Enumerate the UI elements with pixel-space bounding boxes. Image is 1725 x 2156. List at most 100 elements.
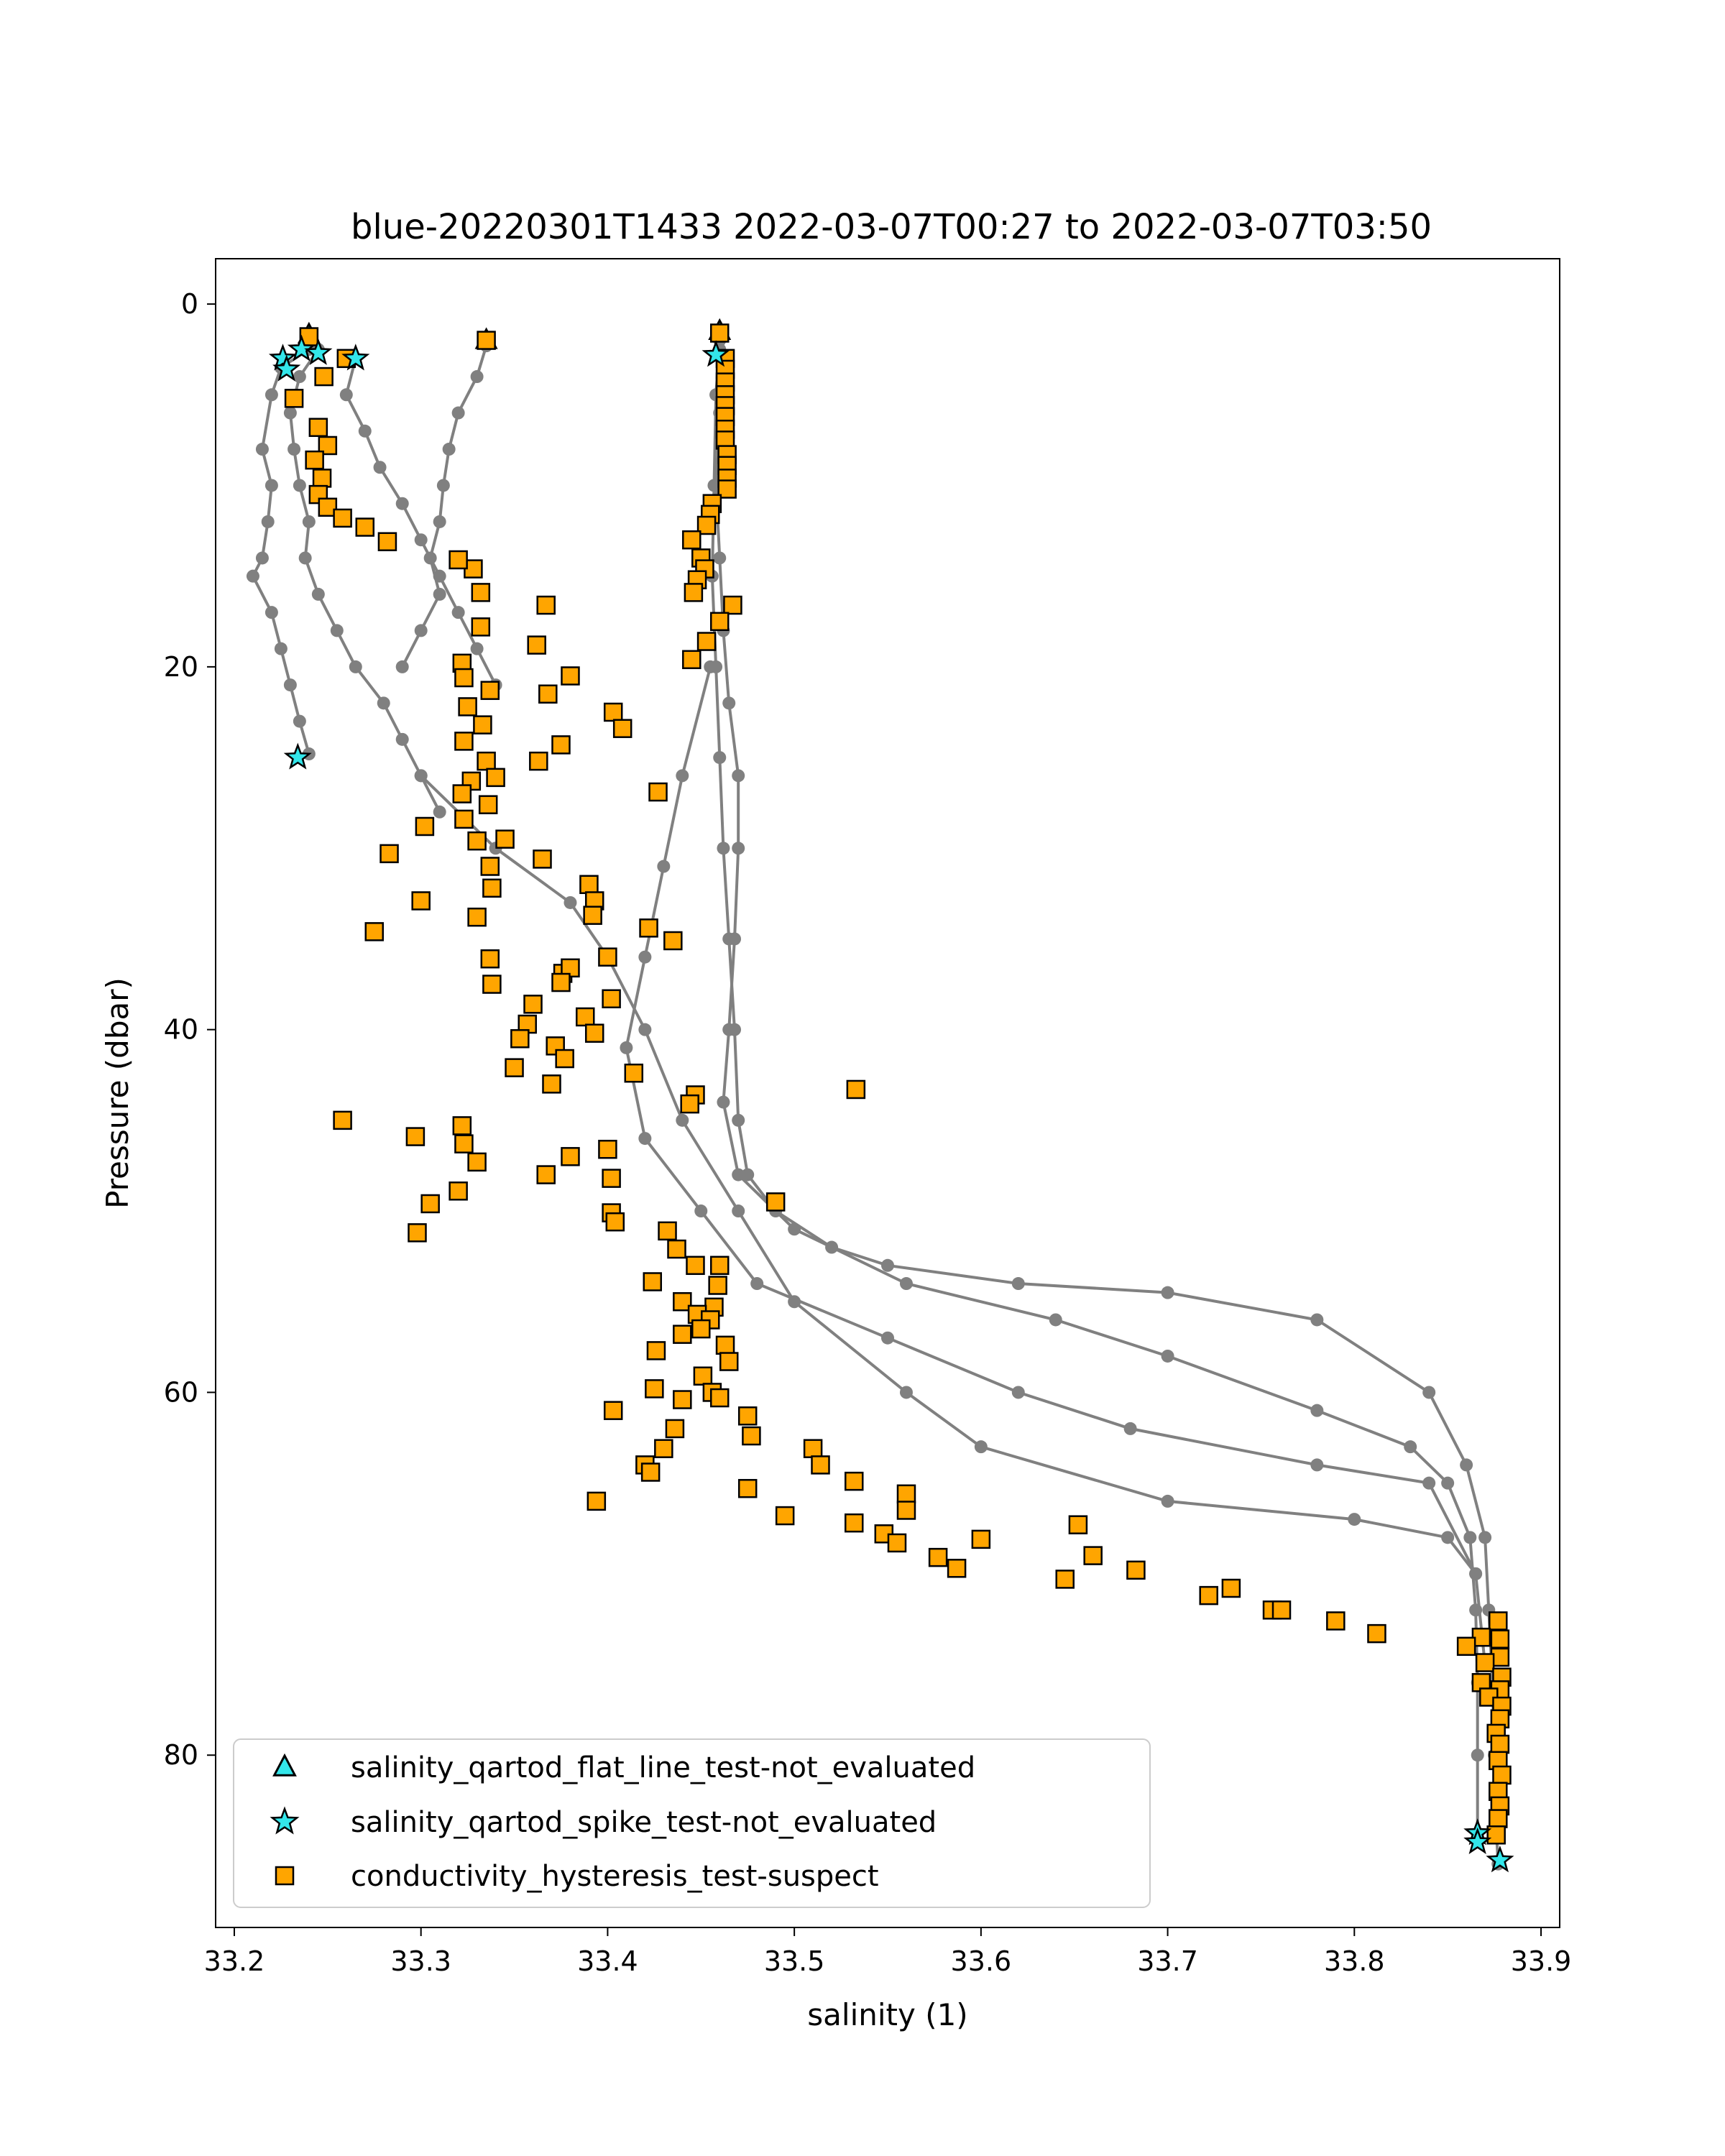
hysteresis-marker <box>648 782 668 802</box>
profile-point <box>293 370 306 384</box>
hysteresis-marker <box>333 1110 352 1130</box>
profile-point <box>1471 1749 1484 1762</box>
x-tick-label: 33.6 <box>951 1945 1012 1977</box>
profile-point <box>732 1113 745 1127</box>
hysteresis-marker <box>654 1439 673 1458</box>
profile-point <box>899 1386 913 1399</box>
plot-frame <box>215 258 1560 1928</box>
hysteresis-marker <box>1083 1546 1103 1565</box>
profile-point <box>470 642 484 655</box>
x-tick-label: 33.8 <box>1324 1945 1385 1977</box>
hysteresis-marker <box>584 1023 604 1043</box>
hysteresis-marker <box>673 1390 692 1409</box>
profile-point <box>638 1023 652 1036</box>
y-tick-label: 0 <box>181 288 198 320</box>
profile-point <box>1310 1404 1324 1417</box>
hysteresis-marker <box>673 1325 692 1344</box>
hysteresis-marker <box>467 1152 487 1172</box>
profile-point <box>442 443 456 456</box>
hysteresis-marker <box>1490 1734 1510 1754</box>
profile-point <box>732 842 745 855</box>
spike-marker <box>272 354 301 382</box>
profile-point <box>1441 1476 1455 1490</box>
legend-square-icon <box>275 1866 295 1886</box>
hysteresis-marker <box>411 891 431 911</box>
hysteresis-marker <box>454 668 474 688</box>
hysteresis-marker <box>1492 1765 1512 1785</box>
profile-point <box>433 515 446 528</box>
spike-marker <box>1463 1827 1492 1854</box>
profile-point <box>288 443 301 456</box>
profile-point <box>451 406 465 420</box>
hysteresis-marker <box>533 849 552 869</box>
hysteresis-marker <box>305 450 324 470</box>
plot-area <box>246 318 1514 1873</box>
profile-point <box>377 696 390 710</box>
legend-star-icon <box>270 1806 300 1835</box>
hysteresis-marker <box>480 857 500 876</box>
hysteresis-marker <box>471 617 491 637</box>
hysteresis-marker <box>1489 1809 1508 1828</box>
hysteresis-marker <box>1055 1570 1075 1589</box>
hysteresis-marker <box>583 906 602 925</box>
hysteresis-marker <box>454 732 474 751</box>
profile-point <box>349 660 362 673</box>
profile-point <box>264 388 278 402</box>
spike-marker <box>1486 1846 1514 1873</box>
hysteresis-marker <box>551 735 571 755</box>
hysteresis-marker <box>665 1419 685 1439</box>
hysteresis-marker <box>536 1165 556 1184</box>
hysteresis-marker <box>602 1169 621 1188</box>
profile-point <box>788 1222 801 1236</box>
profile-point <box>657 860 671 873</box>
hysteresis-marker <box>314 367 334 387</box>
legend-label: conductivity_hysteresis_test-suspect <box>351 1860 879 1893</box>
hysteresis-marker <box>333 508 352 528</box>
hysteresis-marker <box>478 795 498 814</box>
x-tick-label: 33.9 <box>1511 1945 1572 1977</box>
profile-point <box>274 642 288 655</box>
hysteresis-marker <box>452 784 472 803</box>
hysteresis-marker <box>602 989 621 1009</box>
profile-point <box>373 461 387 474</box>
profile-point <box>1404 1440 1417 1454</box>
hysteresis-marker <box>458 697 477 717</box>
hysteresis-marker <box>715 1335 735 1355</box>
profile-point <box>974 1440 988 1454</box>
profile-line-2 <box>344 358 497 686</box>
profile-point <box>788 1295 801 1309</box>
profile-point <box>414 769 428 783</box>
hysteresis-marker <box>495 829 515 849</box>
hysteresis-marker <box>405 1127 426 1146</box>
profile-point <box>395 497 409 510</box>
x-axis-label: salinity (1) <box>807 1997 967 2032</box>
profile-point <box>283 406 297 420</box>
profile-point <box>311 587 325 601</box>
profile-point <box>264 479 278 492</box>
profile-point <box>1161 1349 1174 1363</box>
hysteresis-marker <box>645 1379 664 1399</box>
hysteresis-marker <box>708 1276 727 1295</box>
data-layer <box>246 318 1514 1873</box>
hysteresis-marker <box>682 530 702 550</box>
hysteresis-marker <box>598 947 617 967</box>
profile-point <box>1463 1531 1477 1544</box>
hysteresis-marker <box>887 1533 907 1553</box>
hysteresis-marker <box>1068 1515 1088 1534</box>
hysteresis-marker <box>845 1471 864 1491</box>
profile-point <box>414 533 428 547</box>
profile-point <box>1310 1313 1324 1327</box>
hysteresis-marker <box>1367 1623 1386 1644</box>
hysteresis-marker <box>691 1319 711 1339</box>
profile-point <box>298 551 312 565</box>
hysteresis-marker <box>1490 1629 1510 1649</box>
hysteresis-marker <box>471 583 491 602</box>
hysteresis-marker <box>1456 1636 1476 1657</box>
hysteresis-marker <box>640 1462 661 1482</box>
hysteresis-marker <box>1126 1560 1146 1580</box>
hysteresis-marker <box>542 1074 561 1094</box>
profile-point <box>881 1331 894 1345</box>
hysteresis-marker <box>775 1506 795 1526</box>
profile-point <box>1161 1286 1174 1299</box>
profile-point <box>676 769 689 783</box>
